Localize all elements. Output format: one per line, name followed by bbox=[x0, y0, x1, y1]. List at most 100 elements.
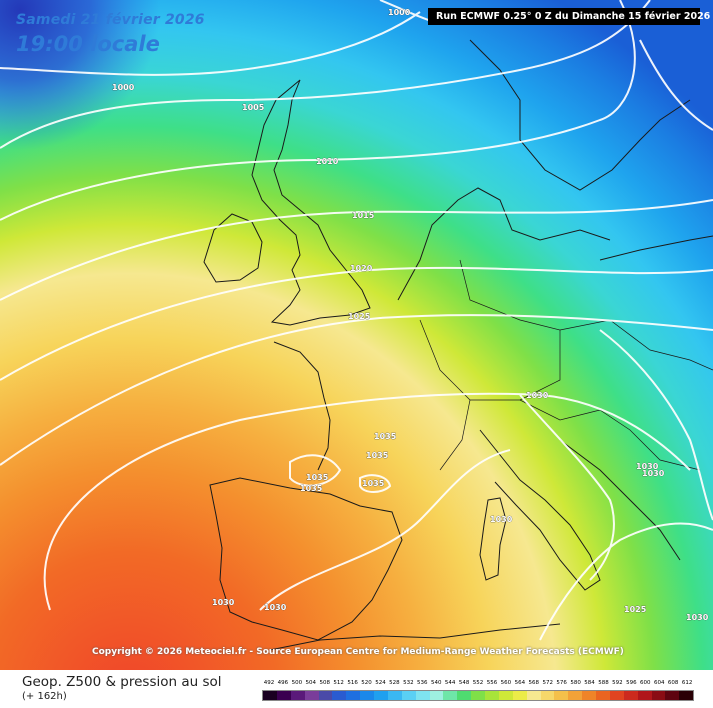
isobar-label: 1000 bbox=[388, 8, 411, 17]
isobar-label: 1035 bbox=[362, 479, 385, 488]
isobar-1010 bbox=[0, 0, 636, 221]
isobar-1010-east bbox=[639, 39, 713, 131]
coast-ireland bbox=[203, 213, 263, 283]
scale-value-label: 592 bbox=[612, 680, 623, 686]
isobar-1000 bbox=[0, 11, 421, 76]
scale-swatch bbox=[568, 691, 583, 700]
isobar-label: 1020 bbox=[350, 264, 373, 273]
scale-value-label: 540 bbox=[430, 680, 442, 686]
scale-value-label: 580 bbox=[570, 680, 581, 686]
isobar-label: 1005 bbox=[242, 103, 265, 112]
isobar-label: 1025 bbox=[348, 312, 371, 321]
forecast-date: Samedi 21 février 2026 bbox=[16, 12, 205, 28]
scale-value-label: 516 bbox=[347, 680, 358, 686]
isobar-label: 1015 bbox=[352, 211, 375, 220]
legend-panel bbox=[0, 670, 713, 708]
scale-swatch bbox=[526, 691, 541, 700]
scale-swatch bbox=[512, 691, 527, 700]
scale-swatch bbox=[596, 691, 610, 700]
isobar-label: 1030 bbox=[526, 391, 549, 400]
scale-swatch bbox=[429, 691, 444, 700]
isobar-1030 bbox=[43, 392, 691, 611]
scale-value-label: 588 bbox=[598, 680, 609, 686]
isobar-1015 bbox=[0, 199, 713, 301]
isobar-label: 1035 bbox=[306, 473, 329, 482]
scale-swatch bbox=[346, 691, 361, 700]
border-east bbox=[559, 319, 713, 371]
scale-value-label: 528 bbox=[389, 680, 400, 686]
scale-swatch bbox=[554, 691, 569, 700]
isobar-label: 1010 bbox=[316, 157, 339, 166]
scale-swatch bbox=[332, 691, 347, 700]
scale-value-label: 560 bbox=[500, 680, 512, 686]
isobar-1020 bbox=[0, 266, 713, 381]
scale-value-label: 524 bbox=[375, 680, 386, 686]
scale-swatch bbox=[665, 691, 680, 700]
scale-value-label: 604 bbox=[653, 680, 665, 686]
coast-france-atlantic bbox=[273, 341, 331, 471]
isobar-label: 1030 bbox=[642, 469, 665, 478]
scale-value-label: 556 bbox=[486, 680, 498, 686]
scale-swatch bbox=[609, 691, 624, 700]
coast-great-britain bbox=[251, 79, 371, 326]
scale-swatch bbox=[263, 691, 277, 700]
isobars bbox=[0, 0, 713, 640]
scale-swatch bbox=[360, 691, 374, 700]
isobar-1035 bbox=[289, 454, 342, 487]
isobar-1030-east bbox=[519, 394, 615, 581]
color-scale-values: 492 496 500 504 508 512 516 520 524 528 532 536 540 5… bbox=[262, 679, 694, 688]
color-scale bbox=[262, 690, 694, 701]
scale-swatch bbox=[318, 691, 333, 700]
coast-iberia bbox=[209, 477, 403, 641]
isobar-1025-east bbox=[599, 329, 713, 521]
scale-swatch bbox=[415, 691, 430, 700]
scale-swatch bbox=[401, 691, 416, 700]
scale-swatch bbox=[540, 691, 555, 700]
legend-title: Geop. Z500 & pression au sol bbox=[22, 674, 222, 690]
isobar-label: 1035 bbox=[300, 484, 323, 493]
scale-value-label: 564 bbox=[514, 680, 526, 686]
scale-value-label: 572 bbox=[542, 680, 553, 686]
scale-value-label: 600 bbox=[640, 680, 651, 686]
scale-value-label: 504 bbox=[305, 680, 317, 686]
forecast-time: 19:00 locale bbox=[16, 32, 160, 56]
coast-adriatic bbox=[559, 439, 681, 561]
isobar-label: 1030 bbox=[636, 462, 659, 471]
isobar-label: 1035 bbox=[374, 432, 397, 441]
isobar-label: 1035 bbox=[366, 451, 389, 460]
border-germany bbox=[459, 259, 561, 401]
scale-swatch bbox=[457, 691, 472, 700]
scale-value-label: 532 bbox=[403, 680, 414, 686]
scale-swatch bbox=[471, 691, 485, 700]
scale-swatch bbox=[374, 691, 388, 700]
scale-value-label: 520 bbox=[361, 680, 372, 686]
isobar-label: 1030 bbox=[212, 598, 235, 607]
scale-swatch bbox=[498, 691, 513, 700]
scale-value-label: 552 bbox=[472, 680, 484, 686]
scale-value-label: 512 bbox=[333, 680, 344, 686]
scale-swatch bbox=[485, 691, 499, 700]
coast-scandinavia bbox=[469, 39, 691, 191]
weather-map: 1000 1000 1005 1010 1015 1020 1025 1030 … bbox=[0, 0, 713, 670]
model-run-info: Run ECMWF 0.25° 0 Z du Dimanche 15 févri… bbox=[428, 8, 710, 25]
scale-value-label: 576 bbox=[556, 680, 567, 686]
border-balkans bbox=[599, 409, 701, 471]
scale-swatch bbox=[443, 691, 458, 700]
scale-value-label: 492 bbox=[263, 680, 275, 686]
scale-swatch bbox=[387, 691, 402, 700]
isobar-label-group: 1000 1000 1005 1010 1015 1020 1025 1030 … bbox=[112, 8, 709, 623]
scale-value-label: 584 bbox=[584, 680, 595, 686]
copyright-credit: Copyright © 2026 Meteociel.fr - Source E… bbox=[92, 647, 624, 657]
scale-swatch bbox=[637, 691, 652, 700]
scale-swatch bbox=[290, 691, 305, 700]
isobar-label: 1030 bbox=[264, 603, 287, 612]
coast-north-sea bbox=[397, 187, 611, 301]
scale-value-label: 548 bbox=[458, 680, 470, 686]
isobar-1025-south bbox=[539, 522, 713, 641]
isobar-1005 bbox=[0, 0, 651, 149]
scale-value-label: 596 bbox=[626, 680, 637, 686]
scale-value-label: 496 bbox=[277, 680, 289, 686]
coast-corsica-sardinia bbox=[479, 497, 507, 581]
scale-swatch bbox=[304, 691, 319, 700]
scale-swatch bbox=[623, 691, 638, 700]
